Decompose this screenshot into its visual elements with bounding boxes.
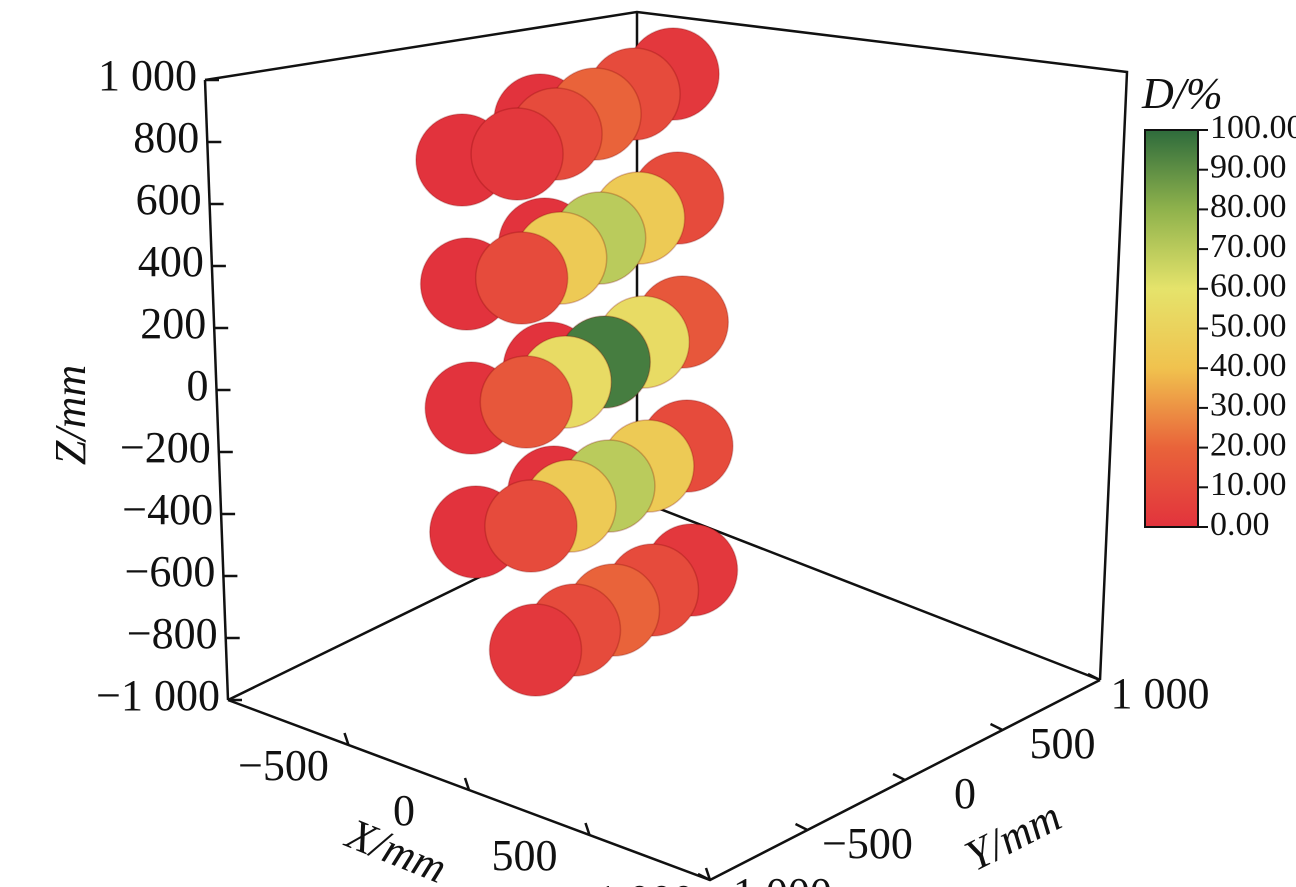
x-tick (463, 777, 471, 791)
voxel-point (488, 603, 583, 697)
z-tick-label: 200 (140, 299, 206, 348)
x-tick-label: 500 (492, 831, 558, 880)
colorbar-tick-label: 40.00 (1210, 347, 1287, 384)
colorbar-tick-label: 60.00 (1210, 268, 1287, 305)
colorbar-tick-label: 80.00 (1210, 188, 1287, 225)
colorbar (1144, 129, 1199, 528)
z-tick-label: −400 (122, 485, 213, 534)
colorbar-tick-label: 90.00 (1210, 148, 1287, 185)
colorbar-tick-label: 50.00 (1210, 307, 1287, 344)
z-tick-label: −600 (125, 547, 216, 596)
x-tick (584, 822, 591, 836)
z-tick-label: −1 000 (96, 671, 220, 720)
x-tick-label: 1 000 (596, 876, 695, 887)
y-tick-label: 500 (1030, 719, 1096, 768)
y-tick (697, 872, 711, 882)
colorbar-tick-label: 10.00 (1210, 466, 1287, 503)
y-tick (794, 822, 809, 832)
y-tick (892, 772, 906, 782)
z-tick-label: −200 (120, 423, 211, 472)
voxel-point (474, 231, 569, 325)
y-tick-label: 0 (954, 769, 976, 818)
y-tick (1087, 672, 1101, 682)
y-tick (989, 722, 1004, 732)
colorbar-label: D/% (1141, 69, 1223, 118)
colorbar-tick-label: 30.00 (1210, 387, 1287, 424)
z-tick-label: 400 (138, 237, 204, 286)
voxel-point (479, 355, 574, 449)
x-tick (704, 867, 712, 881)
colorbar-tick-label: 20.00 (1210, 426, 1287, 463)
colorbar-tick-label: 0.00 (1210, 506, 1270, 543)
voxel-point (484, 479, 578, 573)
voxel-point (470, 107, 564, 201)
point-cloud (415, 27, 739, 697)
z-tick-label: −800 (127, 609, 218, 658)
z-tick-label: 0 (187, 361, 209, 410)
z-tick-label: 1 000 (98, 51, 197, 100)
box-back-edge (204, 10, 1129, 681)
x-tick (343, 732, 350, 746)
y-tick-label: −1 000 (708, 869, 832, 887)
x-tick-label: −500 (238, 741, 329, 790)
x-tick-label: 0 (393, 786, 415, 835)
y-tick-label: 1 000 (1111, 669, 1210, 718)
z-tick-label: 600 (136, 175, 202, 224)
colorbar-tick-label: 70.00 (1210, 228, 1287, 265)
y-tick-label: −500 (822, 819, 913, 868)
colorbar-tick-label: 100.00 (1210, 109, 1296, 146)
z-tick-label: 800 (133, 113, 199, 162)
z-axis-label: Z/mm (46, 365, 95, 465)
